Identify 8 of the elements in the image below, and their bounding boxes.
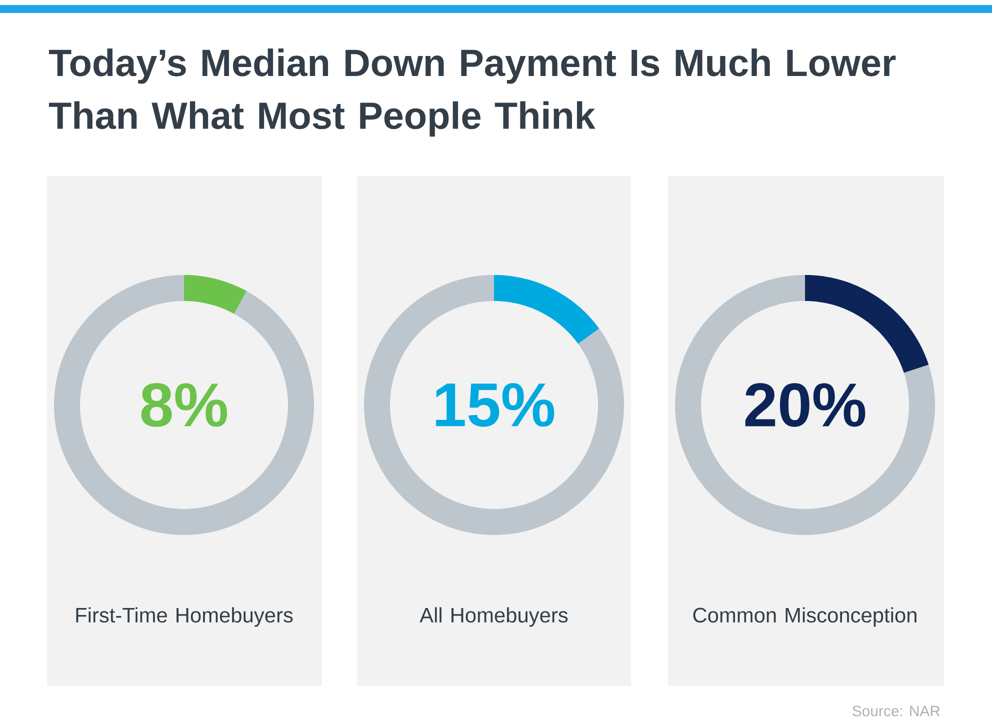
text: 8%	[141, 383, 228, 427]
text: Today’s Median Down Payment Is Much Lower Than What Most People Think	[48, 48, 896, 137]
text: All Homebuyers	[420, 607, 568, 627]
text: First-Time Homebuyers	[76, 607, 293, 627]
source-note: Source: NAR	[852, 706, 940, 716]
text: Common Misconception	[693, 607, 916, 627]
text: 20%	[745, 383, 866, 427]
text: 15%	[436, 383, 554, 427]
